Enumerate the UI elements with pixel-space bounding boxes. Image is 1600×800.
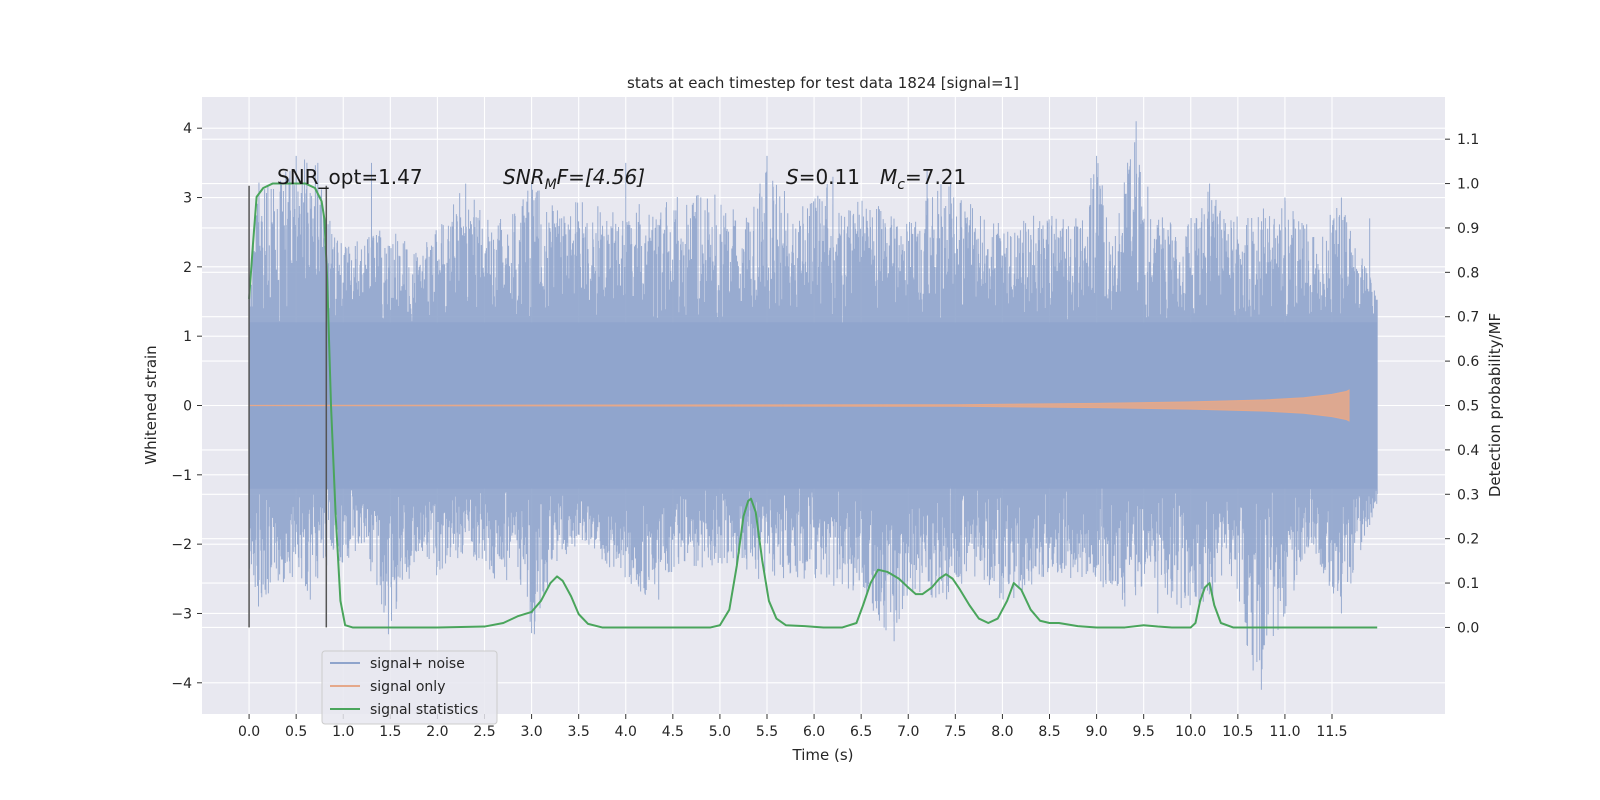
- annotation-snr-mf: SNRMF=[4.56]: [503, 165, 645, 193]
- y-tick-label: −4: [171, 676, 192, 692]
- y-axis-right-label: Detection probability/MF: [1486, 313, 1504, 497]
- y-right-tick-label: 0.5: [1457, 399, 1479, 415]
- y-right-tick-label: 1.1: [1457, 132, 1479, 148]
- x-tick-label: 11.0: [1269, 724, 1300, 740]
- x-tick-label: 6.5: [850, 724, 872, 740]
- y-axis-left: −4 −3 −2 −1 0 1 2 3 4: [171, 121, 202, 692]
- y-axis-right: 0.0 0.1 0.2 0.3 0.4 0.5 0.6 0.7 0.8 0.9 1.0 1.1: [1445, 132, 1479, 636]
- x-tick-label: 2.0: [426, 724, 448, 740]
- y-right-tick-label: 0.4: [1457, 443, 1479, 459]
- y-right-tick-label: 0.7: [1457, 310, 1479, 326]
- y-tick-label: −1: [171, 468, 192, 484]
- y-right-tick-label: 0.0: [1457, 620, 1479, 636]
- x-tick-label: 10.0: [1175, 724, 1206, 740]
- y-right-tick-label: 0.9: [1457, 221, 1479, 237]
- x-tick-label: 3.0: [520, 724, 542, 740]
- legend-box: [321, 650, 498, 725]
- series-layer: [248, 121, 1378, 690]
- x-tick-label: 6.0: [803, 724, 825, 740]
- x-tick-label: 9.5: [1133, 724, 1155, 740]
- annotation-mc-subscript: c: [897, 177, 905, 193]
- chart-title: stats at each timestep for test data 182…: [627, 74, 1019, 92]
- x-tick-label: 11.5: [1316, 724, 1347, 740]
- x-tick-label: 7.5: [944, 724, 966, 740]
- x-tick-label: 4.5: [662, 724, 684, 740]
- x-tick-label: 3.5: [568, 724, 590, 740]
- annotation-mc-symbol: M: [880, 165, 897, 189]
- x-tick-label: 10.5: [1222, 724, 1253, 740]
- annotation-mc-value: =7.21: [905, 165, 966, 189]
- x-tick-label: 0.0: [238, 724, 260, 740]
- x-tick-label: 0.5: [285, 724, 307, 740]
- legend: signal+ noise signal only signal statist…: [321, 650, 498, 725]
- y-tick-label: 4: [183, 121, 192, 137]
- y-right-tick-label: 0.3: [1457, 487, 1479, 503]
- annotation-s: S=0.11: [786, 165, 860, 189]
- x-tick-label: 5.0: [709, 724, 731, 740]
- y-right-tick-label: 1.0: [1457, 177, 1479, 193]
- legend-label-signal-noise: signal+ noise: [370, 656, 465, 672]
- y-tick-label: 0: [183, 399, 192, 415]
- annotation-snr-opt: SNR_opt=1.47: [277, 165, 423, 189]
- annotation-snr-mf-value: F=[4.56]: [557, 165, 645, 189]
- annotation-snr-mf-symbol: SNR: [503, 165, 545, 189]
- y-tick-label: −2: [171, 537, 192, 553]
- y-right-tick-label: 0.6: [1457, 354, 1479, 370]
- marker-lines: [248, 185, 328, 628]
- series-signal-only: [249, 389, 1350, 422]
- legend-label-signal-only: signal only: [370, 679, 445, 695]
- x-tick-label: 1.5: [379, 724, 401, 740]
- legend-label-signal-statistics: signal statistics: [370, 702, 478, 718]
- x-axis: 0.0 0.5 1.0 1.5 2.0 2.5 3.0 3.5 4.0 4.5 5.0 5.5 6.0 6…: [238, 714, 1348, 740]
- y-tick-label: −3: [171, 606, 192, 622]
- annotation-s-symbol: S: [786, 165, 799, 189]
- y-axis-label: Whitened strain: [142, 345, 160, 464]
- annotation-mc: Mc=7.21: [880, 165, 966, 193]
- x-axis-label: Time (s): [792, 746, 854, 764]
- x-tick-label: 4.0: [615, 724, 637, 740]
- x-tick-label: 2.5: [473, 724, 495, 740]
- y-right-tick-label: 0.2: [1457, 532, 1479, 548]
- y-right-tick-label: 0.8: [1457, 265, 1479, 281]
- y-tick-label: 1: [183, 329, 192, 345]
- x-tick-label: 5.5: [756, 724, 778, 740]
- x-tick-label: 7.0: [897, 724, 919, 740]
- annotation-snr-mf-subscript: M: [545, 177, 557, 193]
- series-signal-statistics: [248, 182, 1378, 629]
- x-tick-label: 1.0: [332, 724, 354, 740]
- x-tick-label: 8.0: [991, 724, 1013, 740]
- y-tick-label: 2: [183, 260, 192, 276]
- x-tick-label: 8.5: [1038, 724, 1060, 740]
- y-tick-label: 3: [183, 191, 192, 207]
- y-right-tick-label: 0.1: [1457, 576, 1479, 592]
- annotation-s-value: =0.11: [799, 165, 860, 189]
- x-tick-label: 9.0: [1085, 724, 1107, 740]
